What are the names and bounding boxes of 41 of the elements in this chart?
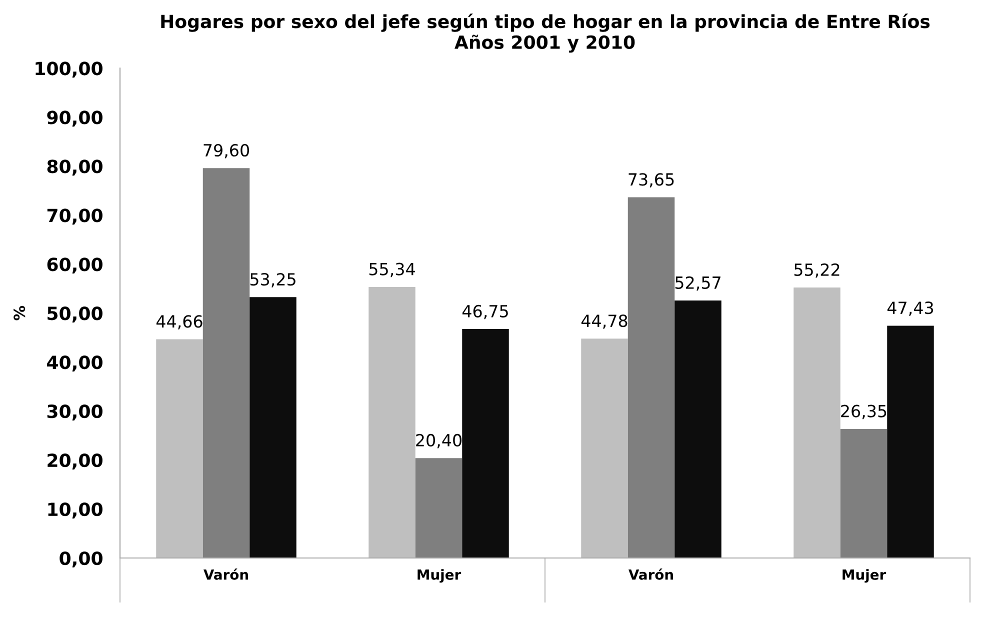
bar xyxy=(202,168,250,558)
bar xyxy=(462,329,509,558)
bar xyxy=(156,339,203,558)
bar xyxy=(368,286,416,558)
data-label: 44,78 xyxy=(581,314,628,329)
bar xyxy=(628,197,675,558)
bar xyxy=(250,297,296,558)
y-tick-label: 60,00 xyxy=(47,258,102,274)
data-label: 44,66 xyxy=(156,315,202,330)
bar xyxy=(794,288,840,558)
data-label: 46,75 xyxy=(462,304,508,320)
x-tick-label: Varón xyxy=(628,568,673,580)
x-tick-label: Varón xyxy=(204,568,248,580)
data-label: 20,40 xyxy=(416,434,462,448)
y-tick-label: 20,00 xyxy=(48,454,102,470)
chart-title: Hogares por sexo del jefe según tipo de hogar en la provincia de Entre Ríos Años 2001 y 2010 xyxy=(161,14,930,53)
data-label: 26,35 xyxy=(841,404,886,420)
x-tick-label: Mujer xyxy=(842,569,886,583)
y-tick-label: 10,00 xyxy=(48,502,102,518)
y-tick-label: 80,00 xyxy=(47,160,102,176)
data-label: 53,25 xyxy=(250,273,296,288)
bar xyxy=(840,428,888,558)
y-tick-label: 30,00 xyxy=(47,404,102,420)
y-axis-title: % xyxy=(14,306,26,320)
data-label: 55,22 xyxy=(794,263,840,278)
data-label: 52,57 xyxy=(675,276,720,291)
data-label: 73,65 xyxy=(628,173,674,188)
y-tick-label: 0,00 xyxy=(60,551,102,568)
bar xyxy=(581,338,628,558)
y-tick-label: 50,00 xyxy=(48,306,102,323)
bar xyxy=(887,326,934,558)
y-tick-label: 40,00 xyxy=(47,356,102,372)
y-tick-label: 90,00 xyxy=(47,110,102,127)
data-label: 79,60 xyxy=(204,144,249,158)
bar xyxy=(674,300,722,558)
data-label: 47,43 xyxy=(887,302,934,316)
bar xyxy=(415,458,462,558)
y-tick-label: 100,00 xyxy=(36,62,102,78)
y-tick-label: 70,00 xyxy=(47,208,102,225)
data-label: 55,34 xyxy=(369,262,415,278)
x-tick-label: Mujer xyxy=(418,569,462,583)
